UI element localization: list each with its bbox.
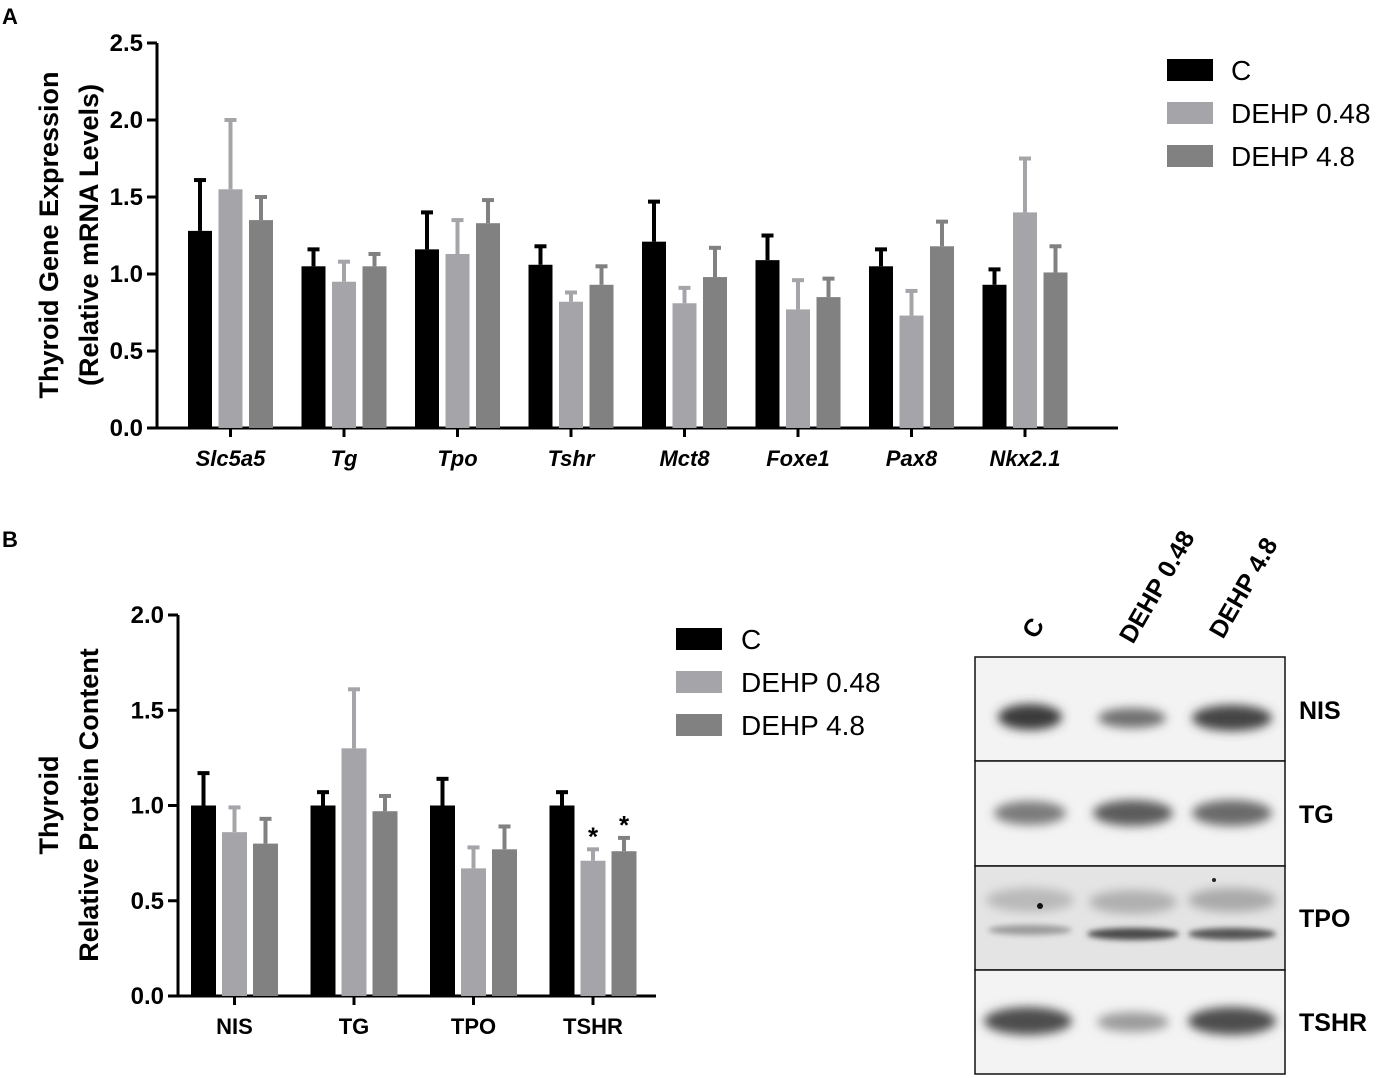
x-category-label-tshr: Tshr [548,446,596,471]
blot-lane-label-dehp-048: DEHP 0.48 [1114,526,1201,648]
blot-row-label-nis: NIS [1299,697,1341,725]
bar-foxe1-dehp-4-8 [816,297,841,428]
blot-lane-label-dehp-48: DEHP 4.8 [1204,533,1284,643]
y-tick-label: 2.0 [110,107,143,134]
bar-tshr-dehp-0-48 [559,301,583,428]
bar-nkx2-1-dehp-0-48 [1013,212,1037,428]
bar-tshr-c [549,805,575,996]
blot-panel-tshr [974,969,1286,1075]
legend-a-label-dehp-48: DEHP 4.8 [1231,141,1355,172]
significance-marker-tshr-dehp-4-8: * [619,810,630,840]
bar-mct8-dehp-0-48 [672,303,697,428]
y-tick-label: 2.5 [110,30,143,57]
blot-panel-tpo [974,865,1286,971]
y-tick-label: 0.0 [110,415,143,442]
bar-foxe1-c [755,260,780,428]
bar-tshr-c [528,264,553,428]
x-category-label-pax8: Pax8 [886,446,938,471]
bar-tpo-dehp-4-8 [492,849,517,996]
x-category-label-tg: Tg [331,446,358,471]
x-category-label-slc5a5: Slc5a5 [196,446,266,471]
bar-pax8-dehp-4-8 [930,246,954,428]
y-tick-label: 1.0 [131,793,164,820]
legend-b-label-dehp-48: DEHP 4.8 [741,710,865,741]
x-category-label-foxe1: Foxe1 [766,446,830,471]
bar-slc5a5-dehp-0-48 [218,189,243,428]
blot-panel-tg [974,760,1286,867]
legend-b-label-c: C [741,624,761,655]
y-tick-label: 1.5 [131,697,164,724]
panel-letter-b: B [2,527,18,552]
chart-b-ylabel-line2: Relative Protein Content [74,648,104,962]
blot-panel-nis [974,656,1286,762]
bar-nis-dehp-4-8 [253,843,278,996]
x-category-label-tshr: TSHR [563,1014,623,1039]
bar-tg-dehp-0-48 [341,748,367,996]
bar-mct8-dehp-4-8 [703,277,727,428]
legend-a-swatch-dehp-48 [1167,145,1213,167]
legend-a-label-dehp-048: DEHP 0.48 [1231,98,1371,129]
bar-tpo-c [430,805,455,996]
panel-letter-a: A [2,4,18,29]
chart-a-legend: C DEHP 0.48 DEHP 4.8 [1167,55,1371,172]
bar-tpo-c [415,249,439,428]
western-blot-image: C DEHP 0.48 DEHP 4.8 [974,526,1367,1075]
chart-a-gene-expression: Thyroid Gene Expression (Relative mRNA L… [34,30,1118,471]
bar-mct8-c [642,241,666,428]
blot-lane-label-c: C [1017,613,1050,643]
chart-b-ylabel-line1: Thyroid [34,756,64,855]
x-category-label-nkx2-1: Nkx2.1 [990,446,1061,471]
bar-nis-c [191,805,216,996]
y-tick-label: 1.5 [110,184,143,211]
bar-slc5a5-c [188,230,212,428]
blot-row-label-tg: TG [1299,801,1334,829]
chart-b-legend: C DEHP 0.48 DEHP 4.8 [676,624,881,741]
chart-a-ylabel-line1: Thyroid Gene Expression [34,71,64,398]
bar-pax8-dehp-0-48 [899,315,924,428]
bar-tpo-dehp-0-48 [445,253,470,428]
bar-tg-c [301,266,326,428]
legend-a-label-c: C [1231,55,1251,86]
legend-a-swatch-c [1167,59,1213,81]
bar-tshr-dehp-4-8 [589,284,614,428]
significance-marker-tshr-dehp-0-48: * [588,821,599,851]
bar-tg-dehp-0-48 [332,281,356,428]
legend-b-swatch-c [676,628,722,650]
x-category-label-tpo: TPO [451,1014,496,1039]
legend-b-label-dehp-048: DEHP 0.48 [741,667,881,698]
y-tick-label: 1.0 [110,261,143,288]
x-category-label-mct8: Mct8 [659,446,710,471]
bar-nkx2-1-c [982,284,1007,428]
bar-slc5a5-dehp-4-8 [249,220,273,428]
bar-tg-dehp-4-8 [362,266,387,428]
y-tick-label: 0.0 [131,983,164,1010]
bar-tshr-dehp-0-48 [580,860,606,996]
blot-row-label-tpo: TPO [1299,905,1350,933]
legend-b-swatch-dehp-48 [676,714,722,736]
x-category-label-tg: TG [339,1014,370,1039]
bar-tg-c [310,805,336,996]
y-tick-label: 2.0 [131,602,164,629]
chart-b-protein-content: Thyroid Relative Protein Content 0.0 0.5 1… [34,602,656,1039]
x-category-label-tpo: Tpo [437,446,477,471]
x-category-label-nis: NIS [216,1014,253,1039]
blot-row-label-tshr: TSHR [1299,1009,1367,1037]
bar-foxe1-dehp-0-48 [786,309,810,428]
bar-tpo-dehp-0-48 [461,868,486,996]
bar-nis-dehp-0-48 [222,832,247,996]
bar-tshr-dehp-4-8 [611,851,637,996]
bar-nkx2-1-dehp-4-8 [1043,272,1068,428]
y-tick-label: 0.5 [131,888,164,915]
bar-tpo-dehp-4-8 [476,223,500,428]
bar-pax8-c [869,266,893,428]
y-tick-label: 0.5 [110,338,143,365]
chart-a-ylabel-line2: (Relative mRNA Levels) [74,84,104,386]
bar-tg-dehp-4-8 [372,811,398,996]
legend-a-swatch-dehp-048 [1167,102,1213,124]
legend-b-swatch-dehp-048 [676,671,722,693]
